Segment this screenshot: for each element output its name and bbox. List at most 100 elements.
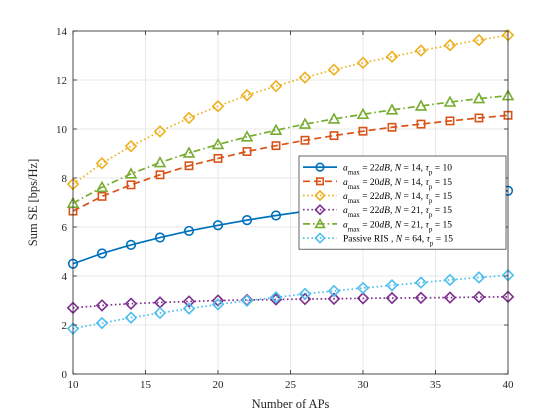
legend-label-part: τ	[427, 235, 431, 245]
data-point	[95, 180, 109, 193]
data-point	[95, 299, 109, 312]
data-point	[443, 95, 457, 107]
legend-label-part: = 14,	[401, 192, 425, 202]
y-tick-label: 4	[62, 271, 68, 283]
legend-label-part: = 15	[432, 178, 452, 188]
data-point	[443, 291, 457, 304]
legend-label-part: = 22	[360, 164, 380, 174]
legend-label-part: max	[348, 169, 361, 177]
series-line	[72, 295, 509, 309]
y-tick-label: 12	[56, 75, 67, 87]
legend-label-part: max	[348, 225, 361, 233]
data-point	[182, 302, 196, 315]
legend-label-part: τ	[425, 220, 429, 230]
legend-label-part: = 21,	[401, 220, 425, 230]
legend-label-part: p	[429, 225, 433, 233]
data-point	[472, 290, 486, 304]
data-point	[356, 56, 370, 70]
legend-label-part: p	[429, 197, 433, 205]
legend-label-part: = 15	[433, 235, 453, 245]
data-point	[385, 50, 399, 64]
data-point	[298, 71, 312, 84]
data-point	[314, 232, 326, 244]
data-point	[125, 239, 137, 250]
legend-label-part: ,	[390, 164, 395, 174]
data-point	[414, 99, 428, 111]
legend-label: amax = 20dB, N = 14, τp = 15	[343, 178, 452, 191]
legend-label: amax = 22dB, N = 14, τp = 10	[343, 164, 452, 177]
legend-label: amax = 20dB, N = 21, τp = 15	[343, 220, 452, 233]
data-point	[314, 204, 326, 216]
y-tick-label: 2	[62, 320, 68, 332]
legend-label-part: p	[429, 183, 433, 191]
data-point	[182, 295, 196, 308]
legend-label-part: max	[348, 197, 361, 205]
data-point	[124, 167, 138, 179]
data-point	[212, 220, 224, 231]
data-point	[124, 297, 138, 310]
data-point	[387, 122, 397, 132]
legend-label-part: max	[348, 211, 361, 219]
data-point	[126, 180, 136, 190]
legend-label-part: = 20	[360, 220, 380, 230]
series-3	[66, 28, 515, 191]
series-line	[72, 274, 509, 330]
data-point	[269, 123, 283, 135]
data-point	[356, 281, 370, 295]
legend-label-part: τ	[425, 206, 429, 216]
data-point	[95, 316, 109, 330]
data-point	[211, 137, 225, 150]
data-point	[154, 232, 166, 243]
legend-label-part: a	[343, 220, 348, 230]
data-point	[414, 276, 428, 289]
data-point	[300, 135, 310, 145]
legend-label-part: N	[394, 220, 402, 230]
data-point	[240, 294, 254, 308]
data-point	[472, 92, 486, 104]
legend-label-part: = 21,	[401, 206, 425, 216]
legend-label-part: = 64,	[402, 235, 426, 245]
legend-label-part: τ	[425, 164, 429, 174]
data-point	[298, 117, 312, 129]
y-tick-label: 6	[62, 222, 68, 234]
data-point	[298, 292, 312, 306]
legend-label-part: dB	[379, 206, 390, 216]
data-point	[271, 141, 281, 151]
series-6	[66, 268, 515, 335]
legend-label-part: = 10	[432, 164, 452, 174]
legend-label-part: a	[343, 164, 348, 174]
data-point	[211, 294, 225, 307]
data-point	[153, 125, 167, 138]
data-point	[474, 113, 484, 123]
ticks: 10 15 20 25 30 35 40 0 2 4 6 8 10 12 14	[56, 26, 514, 391]
data-point	[211, 99, 225, 113]
legend-label-part: = 20	[360, 178, 380, 188]
data-point	[240, 88, 254, 102]
legend-label-part: a	[343, 178, 348, 188]
series-line	[72, 114, 509, 212]
legend-label-part: N	[394, 192, 402, 202]
y-tick-label: 10	[56, 124, 68, 136]
legend-entry: amax = 22dB, N = 21, τp = 15	[303, 204, 452, 219]
data-point	[416, 119, 426, 129]
data-point	[96, 248, 108, 259]
data-point	[327, 284, 341, 298]
x-axis-label: Number of APs	[252, 397, 330, 411]
legend-entry: amax = 20dB, N = 14, τp = 15	[303, 177, 452, 191]
data-point	[269, 79, 283, 93]
legend-entry: amax = 22dB, N = 14, τp = 15	[303, 189, 452, 205]
data-point	[472, 33, 486, 47]
data-point	[327, 112, 341, 124]
legend-label-part: = 22	[360, 206, 380, 216]
x-tick-label: 15	[140, 379, 152, 391]
legend-label-part: ,	[390, 192, 395, 202]
data-point	[242, 147, 252, 156]
data-point	[445, 116, 455, 126]
legend-label-part: N	[394, 164, 402, 174]
legend-label-part: ,	[390, 206, 395, 216]
x-tick-label: 10	[68, 379, 80, 391]
data-point	[443, 38, 457, 52]
legend-entry: amax = 22dB, N = 14, τp = 10	[303, 162, 452, 177]
data-point	[443, 273, 457, 287]
legend-label-part: p	[430, 240, 434, 248]
